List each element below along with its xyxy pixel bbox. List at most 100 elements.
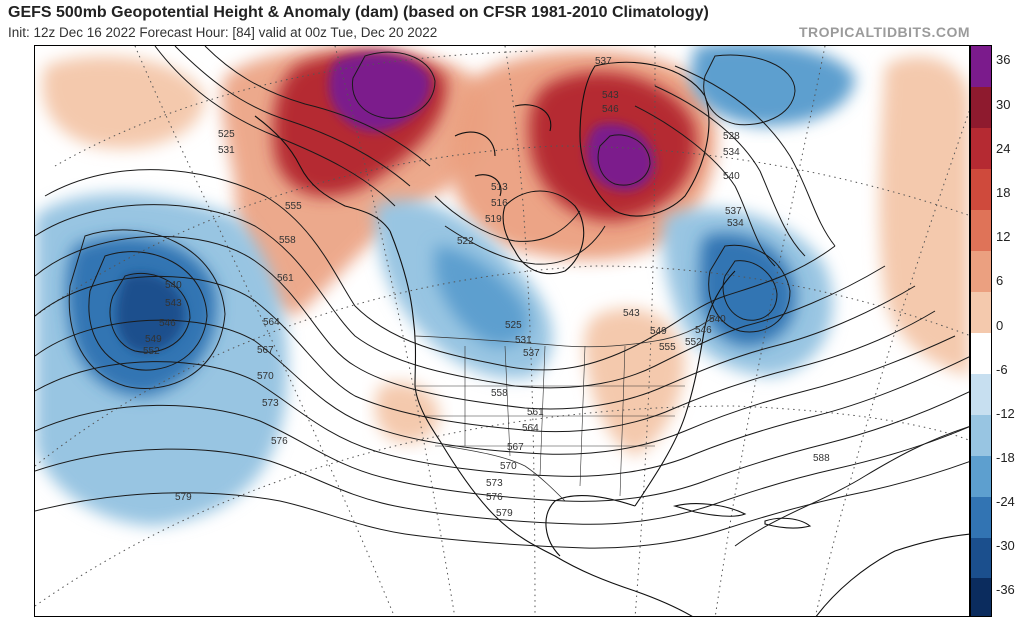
contour-labels: 525 531 555 558 561 564 567 570 573 576 … xyxy=(143,56,830,519)
colorbar-segment xyxy=(971,210,991,251)
contour-label: 570 xyxy=(500,461,517,472)
contour-label: 537 xyxy=(595,56,612,67)
contour-label: 564 xyxy=(263,317,280,328)
contour-label: 552 xyxy=(143,346,160,357)
colorbar-segment xyxy=(971,456,991,497)
contour-label: 555 xyxy=(285,201,302,212)
contour-label: 531 xyxy=(218,145,235,156)
contour-label: 579 xyxy=(175,492,192,503)
source-watermark: TROPICALTIDBITS.COM xyxy=(798,24,970,40)
contour-label: 570 xyxy=(257,371,274,382)
negative-anomaly-central-canada-core xyxy=(435,246,529,346)
high-height-contour xyxy=(734,426,969,547)
positive-anomaly-east-us xyxy=(584,308,685,456)
contour-label: 576 xyxy=(271,436,288,447)
colorbar-segment xyxy=(971,415,991,456)
anomaly-colorbar xyxy=(970,45,992,617)
contour-label: 546 xyxy=(695,325,712,336)
colorbar-segment xyxy=(971,128,991,169)
colorbar-segment xyxy=(971,578,991,616)
contour-label: 573 xyxy=(262,398,279,409)
mexico-pacific-coast xyxy=(494,515,693,616)
colorbar-tick-label: 18 xyxy=(996,185,1011,200)
state-lines xyxy=(415,345,685,497)
contour-label: 558 xyxy=(279,235,296,246)
colorbar-tick-label: -30 xyxy=(996,538,1015,553)
south-america-coast xyxy=(815,533,969,616)
colorbar-tick-label: -12 xyxy=(996,406,1015,421)
contour-label: 573 xyxy=(486,478,503,489)
colorbar-segment xyxy=(971,497,991,538)
colorbar-tick-label: 0 xyxy=(996,318,1004,333)
positive-anomaly-west-canada-max xyxy=(328,52,431,132)
contour-label: 555 xyxy=(659,342,676,353)
contour-label: 576 xyxy=(486,492,503,503)
greenland-coast xyxy=(579,61,710,217)
height-contours xyxy=(35,46,969,549)
contour-label: 546 xyxy=(602,104,619,115)
height-anomaly-map: 525 531 555 558 561 564 567 570 573 576 … xyxy=(34,45,970,617)
contour-label: 546 xyxy=(159,318,176,329)
contour-label: 516 xyxy=(491,198,508,209)
contour-label: 588 xyxy=(813,453,830,464)
colorbar-tick-label: -18 xyxy=(996,450,1015,465)
positive-anomaly-southwest-us xyxy=(375,382,440,443)
contour-label: 543 xyxy=(165,298,182,309)
coastlines xyxy=(254,61,969,616)
positive-anomaly-north-pacific xyxy=(42,56,205,149)
contour-label: 528 xyxy=(723,131,740,142)
contour-label: 540 xyxy=(723,171,740,182)
contour-label: 540 xyxy=(165,280,182,291)
colorbar-tick-label: 30 xyxy=(996,97,1011,112)
colorbar-tick-label: -36 xyxy=(996,582,1015,597)
contour-label: 543 xyxy=(623,308,640,319)
gulf-coast xyxy=(545,495,636,557)
contour-label: 561 xyxy=(527,407,544,418)
positive-anomaly-atlantic xyxy=(879,56,969,376)
negative-anomaly-gulf-of-alaska-max xyxy=(116,273,185,353)
colorbar-tick-label: -24 xyxy=(996,494,1015,509)
hudson-bay xyxy=(502,190,585,275)
contour-label: 552 xyxy=(685,337,702,348)
colorbar-segment xyxy=(971,292,991,333)
map-title: GEFS 500mb Geopotential Height & Anomaly… xyxy=(8,4,709,21)
colorbar-tick-label: 24 xyxy=(996,141,1011,156)
contour-label: 522 xyxy=(457,236,474,247)
contour-label: 519 xyxy=(485,214,502,225)
colorbar-segment xyxy=(971,333,991,374)
colorbar-tick-label: -6 xyxy=(996,362,1008,377)
canada-islands xyxy=(454,104,552,197)
contour-label: 540 xyxy=(709,314,726,325)
cuba xyxy=(672,503,747,517)
map-canvas: 525 531 555 558 561 564 567 570 573 576 … xyxy=(35,46,969,616)
colorbar-segment xyxy=(971,87,991,128)
colorbar-tick-label: 36 xyxy=(996,52,1011,67)
contour-label: 567 xyxy=(507,442,524,453)
contour-label: 537 xyxy=(523,348,540,359)
colorbar-segment xyxy=(971,374,991,415)
contour-label: 561 xyxy=(277,273,294,284)
negative-anomaly-baffin xyxy=(690,46,855,126)
colorbar-segment xyxy=(971,538,991,578)
contour-label: 525 xyxy=(505,320,522,331)
us-canada-border xyxy=(414,315,716,348)
contour-label: 549 xyxy=(650,326,667,337)
colorbar-tick-label: 12 xyxy=(996,229,1011,244)
anomaly-shading xyxy=(35,46,969,526)
political-borders xyxy=(414,315,716,502)
contour-label: 534 xyxy=(727,218,744,229)
colorbar-tick-label: 6 xyxy=(996,273,1004,288)
us-mexico-border xyxy=(444,445,566,502)
colorbar-segment xyxy=(971,46,991,87)
colorbar-segment xyxy=(971,251,991,292)
graticule xyxy=(35,46,969,616)
contour-label: 534 xyxy=(723,147,740,158)
contour-label: 564 xyxy=(522,423,539,434)
map-subtitle: Init: 12z Dec 16 2022 Forecast Hour: [84… xyxy=(8,25,438,40)
contour-label: 567 xyxy=(257,345,274,356)
colorbar-segment xyxy=(971,169,991,210)
contour-label: 525 xyxy=(218,129,235,140)
contour-label: 531 xyxy=(515,335,532,346)
contour-label: 543 xyxy=(602,90,619,101)
contour-label: 558 xyxy=(491,388,508,399)
